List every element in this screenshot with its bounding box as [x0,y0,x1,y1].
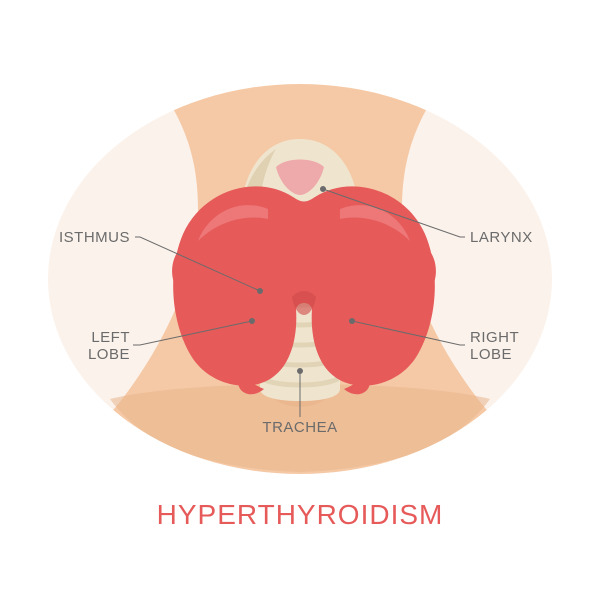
diagram-title: HYPERTHYROIDISM [157,499,444,531]
label-larynx: LARYNX [470,229,533,246]
label-trachea: TRACHEA [40,419,560,436]
thyroid-diagram: ISTHMUS LARYNX LEFT LOBE RIGHT LOBE TRAC… [40,69,560,489]
label-left-lobe: LEFT LOBE [88,329,130,364]
label-right-lobe: RIGHT LOBE [470,329,519,364]
label-isthmus: ISTHMUS [59,229,130,246]
